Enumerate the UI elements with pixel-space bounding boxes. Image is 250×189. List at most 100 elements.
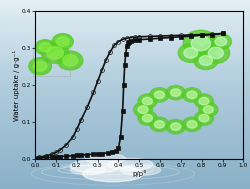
Bar	[0, 24, 250, 25]
Bar	[0, 46, 250, 47]
Bar	[0, 143, 250, 144]
Ellipse shape	[70, 166, 105, 175]
Bar	[0, 102, 250, 103]
Bar	[0, 69, 250, 70]
Bar	[0, 121, 250, 122]
Bar	[0, 153, 250, 154]
Bar	[0, 115, 250, 116]
Bar	[0, 144, 250, 145]
Bar	[0, 108, 250, 109]
Bar	[0, 97, 250, 98]
Bar	[0, 113, 250, 114]
Bar	[0, 56, 250, 57]
Bar	[0, 16, 250, 17]
Bar	[0, 92, 250, 93]
Bar	[0, 132, 250, 133]
Bar	[0, 141, 250, 142]
Circle shape	[47, 47, 63, 59]
Circle shape	[56, 37, 69, 46]
Bar	[0, 39, 250, 40]
Bar	[0, 84, 250, 85]
Bar	[0, 103, 250, 104]
Bar	[0, 0, 250, 1]
Bar	[0, 15, 250, 16]
Bar	[0, 4, 250, 5]
Bar	[0, 149, 250, 150]
Bar	[0, 101, 250, 102]
Circle shape	[62, 55, 78, 66]
Bar	[0, 45, 250, 46]
Bar	[0, 150, 250, 151]
Bar	[0, 174, 250, 175]
Bar	[0, 27, 250, 28]
Bar	[0, 104, 250, 105]
Bar	[0, 173, 250, 174]
Bar	[0, 43, 250, 44]
Bar	[0, 171, 250, 172]
Circle shape	[186, 121, 196, 128]
Bar	[0, 137, 250, 138]
Circle shape	[170, 89, 180, 96]
Bar	[0, 79, 250, 80]
Bar	[0, 127, 250, 128]
Bar	[0, 117, 250, 118]
Y-axis label: Water uptake / g·g⁻¹: Water uptake / g·g⁻¹	[12, 50, 20, 121]
Bar	[0, 96, 250, 97]
Bar	[0, 61, 250, 62]
Bar	[0, 160, 250, 161]
Circle shape	[166, 85, 184, 100]
Circle shape	[170, 123, 180, 130]
Bar	[0, 109, 250, 110]
Bar	[0, 162, 250, 163]
Circle shape	[166, 119, 184, 134]
Bar	[0, 8, 250, 9]
Bar	[0, 172, 250, 173]
Bar	[0, 86, 250, 87]
Bar	[0, 93, 250, 94]
Circle shape	[214, 37, 226, 46]
Bar	[0, 83, 250, 84]
Bar	[0, 170, 250, 171]
Bar	[0, 161, 250, 162]
Bar	[0, 25, 250, 26]
Ellipse shape	[108, 158, 152, 170]
Bar	[0, 66, 250, 67]
Bar	[0, 54, 250, 55]
Bar	[0, 23, 250, 24]
Bar	[0, 168, 250, 169]
Bar	[0, 21, 250, 22]
Bar	[0, 139, 250, 140]
Bar	[0, 49, 250, 50]
Bar	[0, 114, 250, 115]
Bar	[0, 42, 250, 43]
Bar	[0, 41, 250, 42]
Bar	[0, 75, 250, 76]
Bar	[0, 22, 250, 23]
Bar	[0, 31, 250, 32]
Circle shape	[186, 91, 196, 99]
Circle shape	[178, 43, 203, 62]
Bar	[0, 38, 250, 39]
Bar	[0, 118, 250, 119]
Circle shape	[29, 58, 51, 75]
Circle shape	[182, 117, 201, 132]
Circle shape	[39, 43, 51, 52]
Bar	[0, 184, 250, 185]
Bar	[0, 59, 250, 60]
Circle shape	[142, 97, 152, 105]
Bar	[0, 147, 250, 148]
Bar	[0, 2, 250, 3]
Circle shape	[154, 121, 164, 128]
Circle shape	[194, 111, 213, 125]
Bar	[0, 12, 250, 13]
Circle shape	[35, 40, 55, 55]
Ellipse shape	[85, 153, 125, 164]
Bar	[0, 169, 250, 170]
Bar	[0, 35, 250, 36]
Circle shape	[58, 51, 82, 70]
Bar	[0, 138, 250, 139]
Bar	[0, 176, 250, 177]
Bar	[0, 50, 250, 51]
Bar	[0, 57, 250, 58]
Bar	[0, 63, 250, 64]
